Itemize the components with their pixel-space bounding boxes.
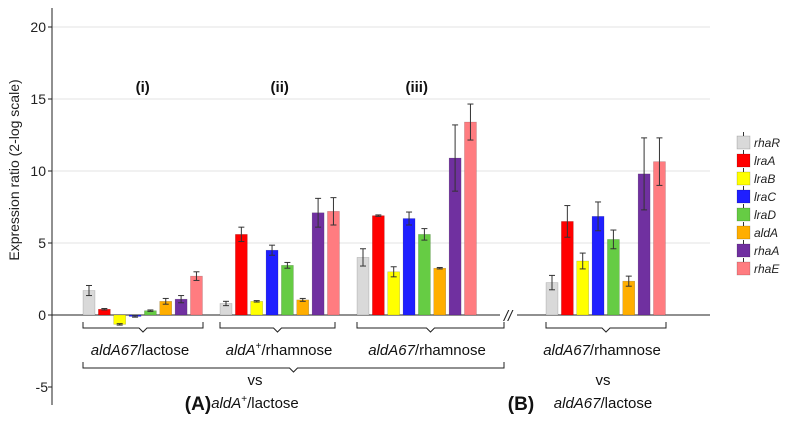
- y-tick-label: 15: [30, 91, 46, 107]
- reference-label: aldA+/lactose: [211, 394, 299, 412]
- legend-label-lraA: lraA: [754, 154, 775, 168]
- legend-label-aldA: aldA: [754, 226, 778, 240]
- strain-superscript: +: [256, 341, 262, 352]
- legend-label-lraC: lraC: [754, 190, 776, 204]
- condition-name: /rhamnose: [415, 342, 486, 359]
- bar-A-ii-lraC: [265, 249, 279, 316]
- strain-name: aldA67: [91, 342, 138, 359]
- bar-A-iii-lraA: [372, 215, 385, 316]
- legend-swatch-lraA: [736, 153, 751, 168]
- legend-label-rhaE: rhaE: [754, 262, 780, 276]
- y-axis-title: Expression ratio (2-log scale): [6, 79, 22, 260]
- y-tick-label: 20: [30, 19, 46, 35]
- legend-swatch-aldA: [736, 225, 751, 240]
- legend-swatch-rhaE: [736, 261, 751, 276]
- panel-label: (B): [508, 394, 534, 415]
- axis-break-symbol: //: [503, 308, 514, 325]
- group-brace: [82, 322, 204, 333]
- y-tick-label: 0: [38, 307, 46, 323]
- bar-A-iii-lraD: [418, 234, 431, 316]
- legend-swatch-lraC: [736, 189, 751, 204]
- ref-strain-superscript: +: [241, 394, 247, 405]
- condition-name: /rhamnose: [262, 342, 333, 359]
- group-brace: [219, 322, 336, 333]
- group-roman-label: (iii): [405, 79, 428, 96]
- bar-A-iii-aldA: [433, 267, 446, 316]
- strain-name: aldA67: [368, 342, 415, 359]
- group-brace: [356, 322, 505, 333]
- ref-condition-name: /lactose: [247, 395, 299, 412]
- bar-A-iii-rhaE: [464, 121, 477, 316]
- legend-label-lraD: lraD: [754, 208, 776, 222]
- condition-name: /rhamnose: [590, 342, 661, 359]
- group-brace: [545, 322, 667, 333]
- vs-label: vs: [248, 372, 263, 389]
- group-label-B: aldA67/rhamnose: [543, 342, 661, 359]
- strain-name: aldA: [226, 342, 256, 359]
- group-roman-label: (i): [136, 79, 150, 96]
- ref-strain-name: aldA: [211, 395, 241, 412]
- legend-label-rhaA: rhaA: [754, 244, 779, 258]
- bar-A-ii-aldA: [296, 299, 309, 316]
- legend-label-rhaR: rhaR: [754, 136, 780, 150]
- bar-A-iii-lraC: [402, 218, 416, 316]
- bar-A-ii-lraA: [235, 234, 248, 316]
- bar-A-i-lraB: [113, 314, 126, 325]
- group-label-A-ii: aldA+/rhamnose: [226, 341, 333, 359]
- group-label-A-i: aldA67/lactose: [91, 342, 189, 359]
- bar-A-ii-lraD: [281, 265, 294, 316]
- bar-A-iii-lraB: [387, 271, 400, 316]
- bar-A-ii-lraB: [250, 301, 263, 316]
- legend-label-lraB: lraB: [754, 172, 775, 186]
- legend-swatch-rhaA: [736, 243, 751, 258]
- vs-label: vs: [596, 372, 611, 389]
- condition-name: /lactose: [138, 342, 190, 359]
- panel-a-brace: [82, 362, 505, 373]
- bar-A-ii-rhaA: [311, 212, 325, 316]
- y-tick-label: 10: [30, 163, 46, 179]
- bar-A-i-rhaE: [190, 275, 203, 316]
- bar-A-ii-rhaE: [327, 211, 340, 316]
- legend-swatch-lraD: [736, 207, 751, 222]
- ref-condition-name: /lactose: [601, 395, 653, 412]
- legend-swatch-rhaR: [736, 135, 751, 150]
- strain-name: aldA67: [543, 342, 590, 359]
- group-roman-label: (ii): [271, 79, 289, 96]
- ref-strain-name: aldA67: [554, 395, 601, 412]
- group-label-A-iii: aldA67/rhamnose: [368, 342, 486, 359]
- legend-swatch-lraB: [736, 171, 751, 186]
- y-tick-label: 5: [38, 235, 46, 251]
- bar-B-lraD: [607, 239, 620, 316]
- reference-label: aldA67/lactose: [554, 395, 652, 412]
- panel-label: (A): [185, 394, 211, 415]
- y-tick-label: -5: [36, 379, 49, 395]
